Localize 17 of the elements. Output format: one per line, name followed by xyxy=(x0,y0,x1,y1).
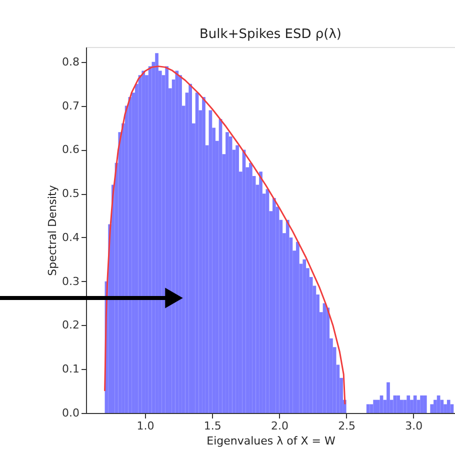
y-tick-label: 0.2 xyxy=(62,318,80,332)
y-tick-label: 0.4 xyxy=(62,230,80,244)
y-tick-label: 0.6 xyxy=(62,143,80,156)
y-tick-label: 0.5 xyxy=(62,187,80,200)
y-tick-label: 0.1 xyxy=(62,362,80,376)
x-tick-label: 3.0 xyxy=(405,420,423,432)
y-tick-label: 0.7 xyxy=(62,99,80,112)
x-tick-label: 1.0 xyxy=(136,420,154,432)
y-tick-label: 0.0 xyxy=(62,406,80,420)
x-tick-label: 1.5 xyxy=(204,420,222,432)
x-tick-label: 2.0 xyxy=(270,420,288,432)
x-tick-label: 2.5 xyxy=(338,420,356,432)
chart-title: Bulk+Spikes ESD ρ(λ) xyxy=(200,27,342,42)
y-axis-title: Spectral Density xyxy=(46,184,60,276)
y-tick-label: 0.8 xyxy=(62,55,80,68)
x-axis-title: Eigenvalues λ of X = W xyxy=(206,434,336,448)
y-tick-label: 0.3 xyxy=(62,274,80,288)
